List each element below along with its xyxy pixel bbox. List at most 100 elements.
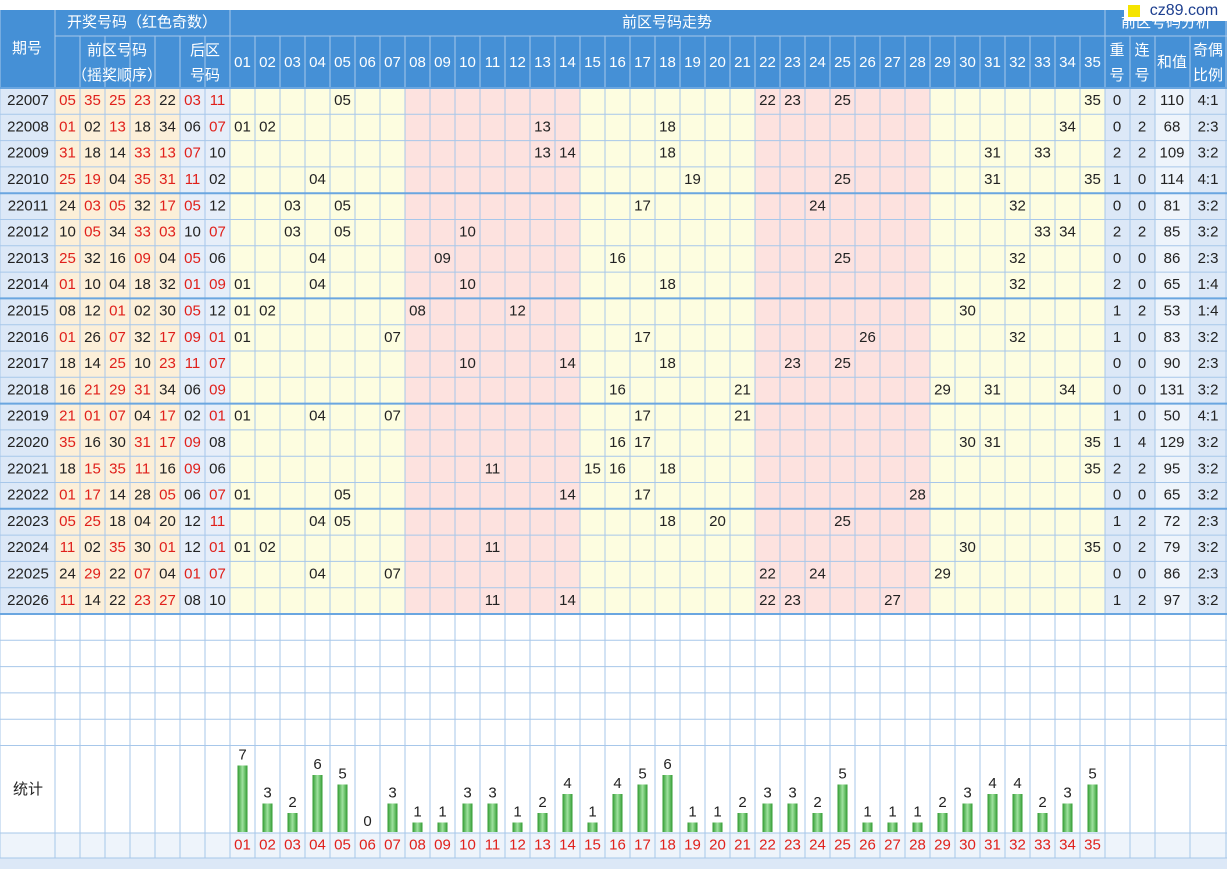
back-number: 01 — [209, 329, 226, 346]
trend-number: 21 — [734, 408, 751, 425]
odd-even-ratio: 3:2 — [1198, 329, 1219, 346]
front-number: 11 — [135, 460, 151, 477]
odd-even-ratio: 2:3 — [1198, 513, 1219, 530]
odd-even-ratio: 3:2 — [1198, 592, 1219, 609]
trend-number: 18 — [659, 460, 676, 477]
front-number: 23 — [134, 92, 151, 109]
odd-even-ratio: 1:4 — [1198, 303, 1219, 320]
trend-number: 22 — [759, 92, 776, 109]
header-text: 25 — [834, 54, 851, 71]
front-number: 17 — [159, 329, 176, 346]
header-text: 28 — [909, 54, 926, 71]
odd-even-ratio: 3:2 — [1198, 224, 1219, 241]
front-number: 04 — [109, 171, 126, 188]
front-number: 32 — [134, 329, 151, 346]
count-bar — [562, 794, 573, 832]
period: 22023 — [7, 513, 49, 530]
front-number: 13 — [159, 145, 176, 162]
front-number: 01 — [159, 539, 176, 556]
header-text: 01 — [234, 54, 251, 71]
front-number: 14 — [109, 145, 126, 162]
consecutive-count: 2 — [1138, 224, 1146, 241]
header-text: 开奖号码（红色奇数） — [67, 14, 217, 31]
trend-number: 08 — [409, 303, 426, 320]
front-number: 32 — [134, 197, 151, 214]
trend-number: 32 — [1009, 329, 1026, 346]
sum-value: 72 — [1164, 513, 1181, 530]
repeat-count: 0 — [1113, 355, 1121, 372]
back-number: 09 — [184, 329, 201, 346]
count-bar — [937, 813, 948, 832]
front-number: 20 — [159, 513, 176, 530]
front-number: 25 — [109, 92, 126, 109]
odd-even-ratio: 4:1 — [1198, 171, 1219, 188]
front-number: 18 — [59, 355, 76, 372]
sum-value: 90 — [1164, 355, 1181, 372]
footer-number: 31 — [984, 836, 1001, 853]
count-bar — [312, 775, 323, 832]
count-label: 4 — [1013, 775, 1021, 792]
trend-number: 25 — [834, 355, 851, 372]
header-text: 连 — [1134, 42, 1149, 59]
count-label: 1 — [688, 803, 696, 820]
front-number: 25 — [59, 171, 76, 188]
trend-number: 09 — [434, 250, 451, 267]
count-label: 1 — [713, 803, 721, 820]
front-number: 04 — [109, 276, 126, 293]
trend-number: 17 — [634, 487, 651, 504]
count-bar — [887, 822, 898, 832]
repeat-count: 0 — [1113, 92, 1121, 109]
trend-number: 16 — [609, 250, 626, 267]
repeat-count: 0 — [1113, 539, 1121, 556]
header-text: 29 — [934, 54, 951, 71]
count-bar — [862, 822, 873, 832]
odd-even-ratio: 3:2 — [1198, 487, 1219, 504]
logo-icon — [1128, 5, 1140, 17]
back-number: 10 — [209, 145, 226, 162]
repeat-count: 1 — [1113, 408, 1121, 425]
front-number: 05 — [84, 224, 101, 241]
count-bar — [662, 775, 673, 832]
count-label: 3 — [788, 784, 796, 801]
sum-value: 81 — [1164, 197, 1181, 214]
trend-number: 01 — [234, 303, 251, 320]
count-label: 7 — [238, 746, 246, 763]
sum-value: 85 — [1164, 224, 1181, 241]
trend-number: 33 — [1034, 224, 1051, 241]
period: 22016 — [7, 329, 49, 346]
sum-value: 65 — [1164, 276, 1181, 293]
period: 22011 — [8, 197, 49, 214]
back-number: 11 — [210, 92, 226, 109]
trend-number: 34 — [1059, 118, 1076, 135]
odd-even-ratio: 3:2 — [1198, 434, 1219, 451]
back-number: 01 — [209, 408, 226, 425]
trend-number: 25 — [834, 513, 851, 530]
sum-value: 97 — [1164, 592, 1181, 609]
trend-number: 33 — [1034, 145, 1051, 162]
front-number: 14 — [84, 355, 101, 372]
count-bar — [1012, 794, 1023, 832]
header-text: 前区号码走势 — [622, 14, 712, 31]
header-text: 22 — [759, 54, 776, 71]
trend-number: 16 — [609, 434, 626, 451]
count-bar — [1037, 813, 1048, 832]
trend-number: 25 — [834, 250, 851, 267]
front-number: 05 — [59, 513, 76, 530]
count-bar — [762, 803, 773, 832]
front-number: 10 — [59, 224, 76, 241]
header-text: 16 — [609, 54, 626, 71]
period: 22024 — [7, 539, 49, 556]
header-text: 15 — [584, 54, 601, 71]
trend-number: 32 — [1009, 197, 1026, 214]
back-number: 11 — [185, 171, 201, 188]
count-label: 2 — [288, 794, 296, 811]
front-number: 28 — [134, 487, 151, 504]
front-number: 34 — [159, 381, 176, 398]
front-number: 35 — [84, 92, 101, 109]
trend-number: 10 — [459, 355, 476, 372]
front-number: 11 — [60, 539, 76, 556]
period: 22009 — [7, 145, 49, 162]
header-text: 13 — [534, 54, 551, 71]
footer-number: 15 — [584, 836, 601, 853]
back-number: 07 — [209, 355, 226, 372]
